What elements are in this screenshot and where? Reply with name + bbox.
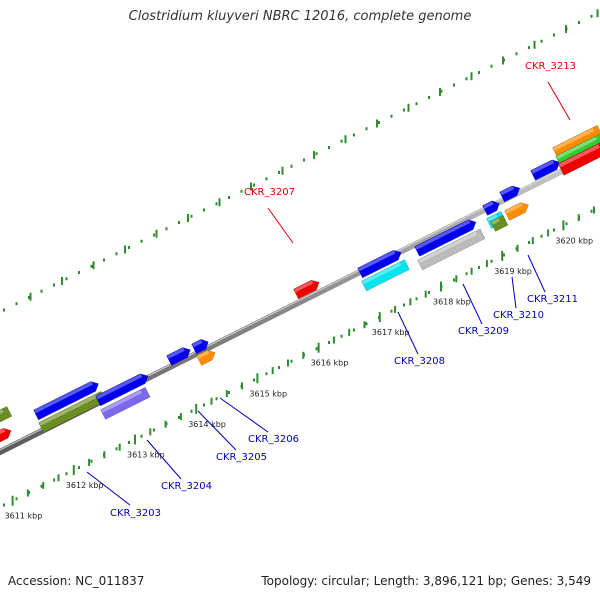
- gene-label-ckr-3204[interactable]: CKR_3204: [161, 481, 212, 492]
- accession-text: Accession: NC_011837: [8, 574, 145, 588]
- kbp-tick-label: 3616 kbp: [311, 359, 349, 368]
- gene-label-ckr-3208[interactable]: CKR_3208: [394, 356, 445, 367]
- gene-leader-line: [197, 410, 237, 451]
- gene-blue-3205[interactable]: [166, 345, 193, 366]
- kbp-tick-label: 3614 kbp: [188, 420, 226, 429]
- kbp-tick-label: 3618 kbp: [433, 298, 471, 307]
- genome-summary-text: Topology: circular; Length: 3,896,121 bp…: [261, 574, 591, 588]
- gene-red-left[interactable]: [0, 426, 14, 444]
- gene-label-ckr-3203[interactable]: CKR_3203: [110, 508, 161, 519]
- gene-blue-3204a[interactable]: [95, 371, 151, 407]
- gene-green-3213[interactable]: [555, 133, 600, 167]
- gene-leader-line: [547, 81, 571, 121]
- gene-orange-3213[interactable]: [552, 124, 600, 158]
- gene-leader-line: [462, 283, 483, 325]
- gene-label-ckr-3205[interactable]: CKR_3205: [216, 452, 267, 463]
- gene-orange-3206[interactable]: [196, 348, 218, 366]
- gene-label-ckr-3207[interactable]: CKR_3207: [244, 187, 295, 198]
- gene-leader-line: [146, 439, 182, 480]
- gene-gray-3209[interactable]: [417, 228, 486, 271]
- gene-leader-line: [397, 311, 419, 355]
- gene-red-3213[interactable]: [557, 140, 600, 176]
- gene-blue-3212[interactable]: [530, 157, 563, 181]
- gene-olive-left[interactable]: [0, 406, 13, 424]
- gene-label-ckr-3211[interactable]: CKR_3211: [527, 294, 578, 305]
- kbp-tick-label: 3617 kbp: [372, 328, 410, 337]
- gene-leader-line: [267, 207, 294, 244]
- map-title: Clostridium kluyveri NBRC 12016, complet…: [128, 9, 472, 24]
- gene-label-ckr-3210[interactable]: CKR_3210: [493, 310, 544, 321]
- kbp-tick-label: 3612 kbp: [66, 481, 104, 490]
- gene-features[interactable]: [0, 124, 600, 444]
- kbp-ticks: 3611 kbp 3612 kbp 3613 kbp 3614 kbp 3615 kbp…: [5, 206, 595, 521]
- kbp-tick-label: 3619 kbp: [494, 267, 532, 276]
- gene-labels: CKR_3213 CKR_3207 CKR_3211 CKR_3210 CKR_3209…: [86, 61, 578, 519]
- gene-leader-line: [527, 254, 546, 293]
- gene-leader-line: [86, 471, 131, 506]
- gene-blue-3203a[interactable]: [33, 379, 102, 421]
- kbp-tick-label: 3613 kbp: [127, 451, 165, 460]
- gene-blue-3210a[interactable]: [482, 198, 502, 216]
- gene-label-ckr-3206[interactable]: CKR_3206: [248, 434, 299, 445]
- gene-blue-3209a[interactable]: [414, 217, 479, 257]
- gene-label-ckr-3209[interactable]: CKR_3209: [458, 326, 509, 337]
- kbp-tick-label: 3620 kbp: [555, 236, 593, 245]
- gene-leader-line: [511, 276, 517, 309]
- dotted-guide-lines: [3, 9, 599, 507]
- gene-orange-3211[interactable]: [504, 200, 531, 221]
- gene-leader-line: [219, 397, 269, 433]
- gene-blue-3206a[interactable]: [191, 337, 211, 355]
- gene-blue-3211a[interactable]: [499, 183, 523, 203]
- gene-blue-3208a[interactable]: [357, 248, 404, 279]
- gene-olive-3210[interactable]: [490, 214, 509, 232]
- gene-cyan-3208[interactable]: [361, 259, 410, 292]
- gene-red-3207[interactable]: [293, 277, 322, 300]
- gene-purple-3204[interactable]: [100, 386, 151, 420]
- gene-label-ckr-3213[interactable]: CKR_3213: [525, 61, 576, 72]
- kbp-tick-label: 3611 kbp: [5, 512, 43, 521]
- kbp-tick-label: 3615 kbp: [249, 389, 287, 398]
